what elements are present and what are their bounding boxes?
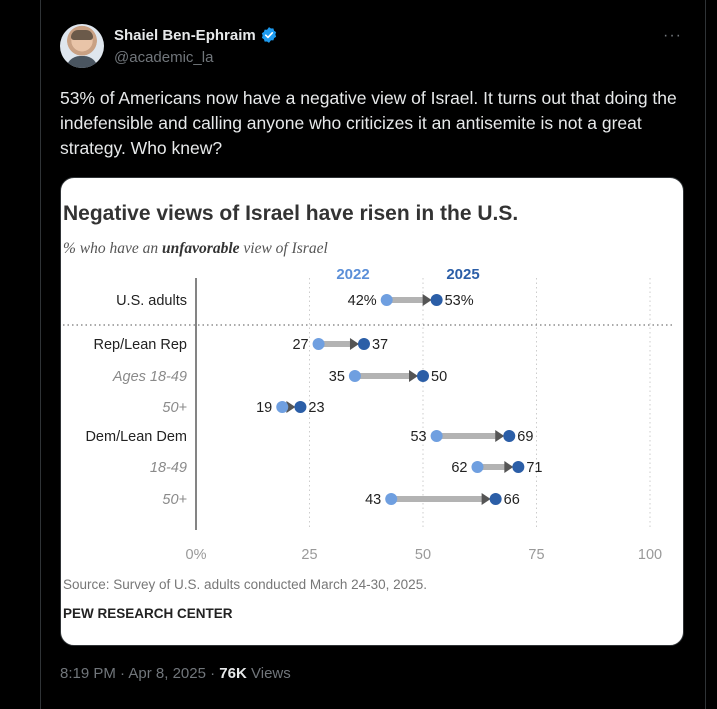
x-tick-label: 100 — [638, 547, 662, 563]
dot-2025 — [512, 461, 525, 473]
timeline-right-border — [705, 0, 706, 709]
x-tick-label: 0% — [186, 547, 207, 563]
change-arrow-head — [286, 401, 296, 413]
dot-2022 — [471, 461, 484, 473]
value-label-2025: 53% — [445, 293, 474, 309]
change-arrow-head — [422, 294, 432, 306]
change-arrow-head — [481, 493, 491, 505]
author-handle[interactable]: @academic_la — [114, 49, 214, 66]
row-label: Rep/Lean Rep — [93, 337, 187, 353]
dot-2022 — [276, 401, 289, 413]
dot-2025 — [294, 401, 307, 413]
value-label-2022: 19 — [256, 400, 272, 416]
row-label: 18-49 — [150, 460, 187, 476]
author-name-row[interactable]: Shaiel Ben-Ephraim — [114, 26, 278, 44]
tweet-image[interactable]: Negative views of Israel have risen in t… — [60, 177, 684, 646]
change-arrow-head — [349, 338, 359, 350]
tweet-text: 53% of Americans now have a negative vie… — [60, 88, 677, 158]
author-name[interactable]: Shaiel Ben-Ephraim — [114, 26, 256, 44]
change-arrow-head — [495, 430, 505, 442]
views-count: 76K — [219, 665, 247, 682]
dumbbell-chart: Negative views of Israel have risen in t… — [63, 202, 673, 621]
value-label-2022: 43 — [365, 492, 381, 508]
value-label-2025: 37 — [372, 337, 388, 353]
row-label: Dem/Lean Dem — [85, 429, 187, 445]
dot-2025 — [503, 430, 516, 442]
tweet-date[interactable]: Apr 8, 2025 — [128, 665, 206, 682]
x-tick-label: 75 — [528, 547, 544, 563]
row-label: Ages 18-49 — [112, 369, 187, 385]
x-tick-label: 25 — [301, 547, 317, 563]
dot-2025 — [417, 370, 429, 382]
value-label-2022: 42% — [348, 293, 377, 309]
value-label-2025: 69 — [517, 429, 533, 445]
row-label: U.S. adults — [116, 293, 187, 309]
dot-2022 — [380, 294, 393, 306]
dot-2025 — [357, 338, 370, 350]
dot-2022 — [430, 430, 443, 442]
more-icon[interactable]: ··· — [663, 27, 682, 44]
timeline-left-border — [40, 0, 41, 709]
legend-2022: 2022 — [336, 266, 369, 283]
value-label-2022: 27 — [292, 337, 308, 353]
value-label-2025: 71 — [526, 460, 542, 476]
avatar[interactable] — [60, 24, 104, 68]
dot-2025 — [489, 493, 502, 505]
legend-2025: 2025 — [446, 266, 479, 283]
row-label: 50+ — [162, 400, 187, 416]
value-label-2025: 50 — [431, 369, 447, 385]
row-label: 50+ — [162, 492, 187, 508]
tweet-meta: 8:19 PM · Apr 8, 2025 · 76K Views — [60, 665, 291, 682]
dot-2022 — [348, 370, 361, 382]
value-label-2022: 53 — [410, 429, 426, 445]
value-label-2022: 35 — [329, 369, 345, 385]
dot-2022 — [385, 493, 398, 505]
views-label: Views — [251, 665, 291, 682]
value-label-2022: 62 — [451, 460, 467, 476]
value-label-2025: 66 — [504, 492, 520, 508]
chart-footer: PEW RESEARCH CENTER — [63, 606, 233, 621]
chart-subtitle: % who have an unfavorable view of Israel — [63, 240, 328, 257]
dot-2022 — [312, 338, 325, 350]
change-arrow-head — [409, 370, 418, 382]
dot-2025 — [430, 294, 443, 306]
verified-badge-icon — [261, 27, 276, 43]
value-label-2025: 23 — [308, 400, 324, 416]
tweet-time[interactable]: 8:19 PM — [60, 665, 116, 682]
chart-source: Source: Survey of U.S. adults conducted … — [63, 577, 427, 592]
change-arrow-head — [504, 461, 514, 473]
x-tick-label: 50 — [415, 547, 431, 563]
chart-title: Negative views of Israel have risen in t… — [63, 202, 518, 225]
